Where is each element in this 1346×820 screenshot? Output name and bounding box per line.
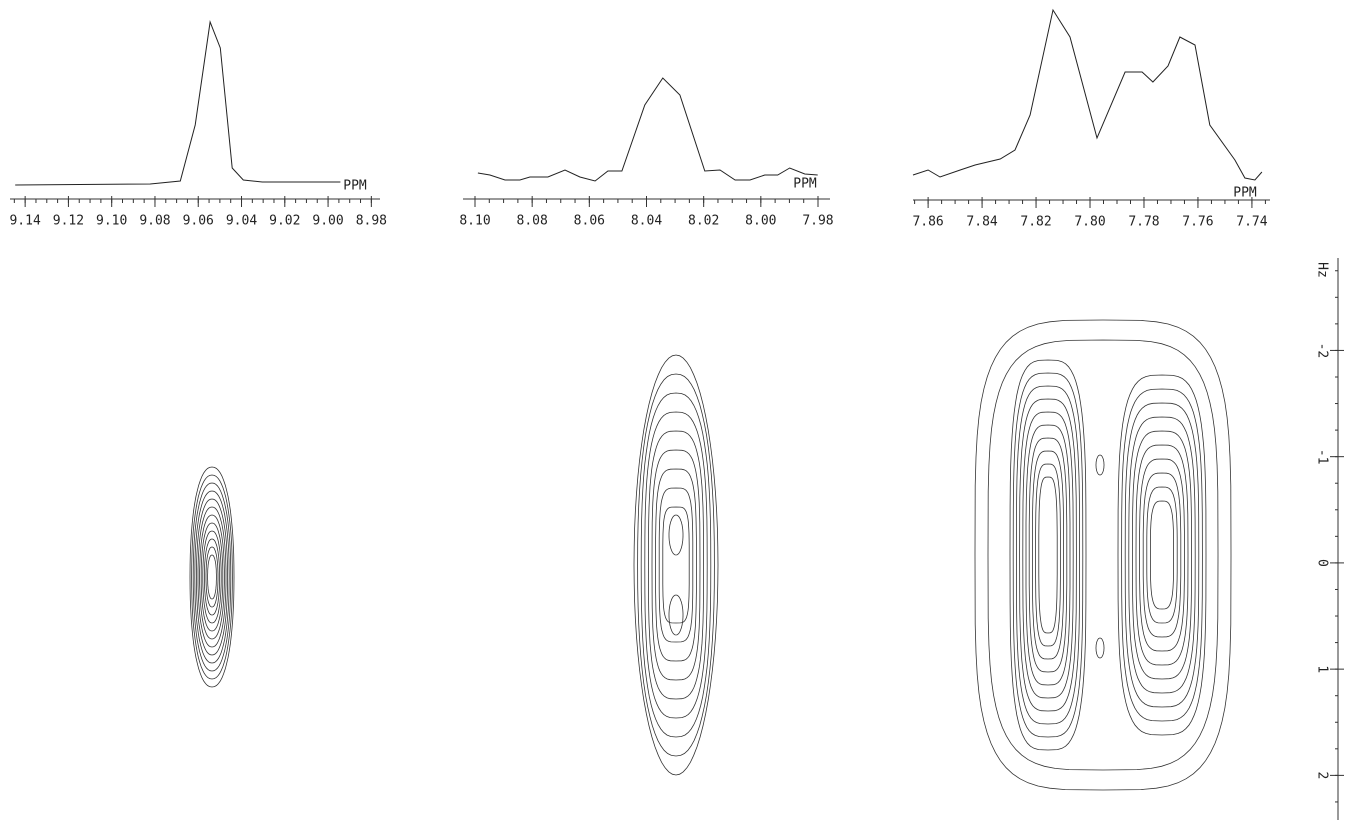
x-tick-label: 9.12	[53, 214, 84, 229]
contour-line	[1117, 374, 1207, 736]
contour-line	[1019, 398, 1077, 712]
contour-line	[1022, 411, 1074, 699]
contour-line	[987, 339, 1219, 771]
contour-line	[668, 514, 684, 556]
y-tick-label: 0	[1315, 559, 1330, 567]
contour-line	[662, 506, 690, 624]
x-axis-label: PPM	[1233, 186, 1257, 201]
y-tick-label: -2	[1315, 343, 1330, 359]
contour-line	[640, 392, 712, 738]
spectrum-trace	[477, 77, 818, 182]
x-axis-label: PPM	[343, 179, 367, 194]
x-tick-label: 7.98	[802, 214, 833, 229]
contour-line	[1095, 454, 1105, 476]
x-tick-label: 8.10	[459, 214, 490, 229]
y-tick-label: -1	[1315, 449, 1330, 465]
x-tick-label: 9.10	[96, 214, 127, 229]
contour-line	[194, 490, 230, 664]
contour-line	[204, 538, 220, 616]
x-axis-label: PPM	[793, 177, 817, 192]
contour-line	[1028, 437, 1068, 673]
contour-line	[974, 319, 1232, 791]
contour-line	[1009, 359, 1087, 751]
x-tick-label: 8.00	[745, 214, 776, 229]
x-tick-label: 7.84	[966, 215, 997, 230]
x-tick-label: 7.86	[912, 215, 943, 230]
contour-line	[644, 411, 708, 719]
x-tick-label: 9.08	[139, 214, 170, 229]
contour-line	[191, 474, 233, 680]
x-tick-label: 9.06	[183, 214, 214, 229]
contour-line	[207, 554, 217, 600]
contour-line	[658, 487, 694, 643]
x-tick-label: 9.02	[269, 214, 300, 229]
contour-line	[1142, 472, 1182, 638]
contour-line	[1015, 385, 1081, 725]
contour-line	[1131, 430, 1193, 680]
contour-line	[192, 482, 232, 672]
x-tick-label: 8.98	[356, 214, 387, 229]
x-tick-label: 9.14	[9, 214, 40, 229]
contour-line	[1095, 637, 1105, 659]
contour-line	[1012, 372, 1084, 738]
contour-line	[200, 522, 224, 632]
contour-line	[1128, 416, 1196, 694]
contour-line	[1038, 476, 1058, 634]
spectrum-trace	[15, 20, 341, 186]
contour-line	[189, 466, 235, 688]
y-axis-label: Hz	[1315, 262, 1330, 278]
contour-line	[202, 530, 222, 624]
x-tick-label: 9.00	[312, 214, 343, 229]
contour-line	[1150, 500, 1174, 610]
contour-line	[647, 430, 705, 700]
y-tick-label: 2	[1315, 771, 1330, 779]
contour-line	[651, 449, 701, 681]
x-tick-label: 7.74	[1236, 215, 1267, 230]
contour-line	[668, 594, 684, 636]
x-tick-label: 8.08	[517, 214, 548, 229]
x-tick-label: 7.76	[1182, 215, 1213, 230]
contour-line	[1032, 450, 1064, 660]
y-tick-label: 1	[1315, 665, 1330, 673]
contour-line	[1135, 444, 1189, 666]
contour-line	[1139, 458, 1185, 652]
contour-line	[633, 354, 719, 776]
contour-line	[637, 373, 715, 757]
contour-line	[1124, 402, 1200, 708]
spectrum-trace	[912, 8, 1263, 181]
contour-line	[197, 506, 227, 648]
contour-line	[1121, 388, 1203, 722]
contour-line	[205, 546, 219, 608]
contour-line	[195, 498, 229, 656]
contour-line	[1146, 486, 1178, 624]
contour-line	[1025, 424, 1071, 686]
x-tick-label: 8.04	[631, 214, 662, 229]
x-tick-label: 9.04	[226, 214, 257, 229]
contour-line	[655, 468, 697, 662]
x-tick-label: 7.80	[1074, 215, 1105, 230]
x-tick-label: 8.02	[688, 214, 719, 229]
contour-line	[199, 514, 225, 640]
x-tick-label: 8.06	[574, 214, 605, 229]
contour-line	[1035, 463, 1061, 647]
x-tick-label: 7.78	[1128, 215, 1159, 230]
x-tick-label: 7.82	[1020, 215, 1051, 230]
